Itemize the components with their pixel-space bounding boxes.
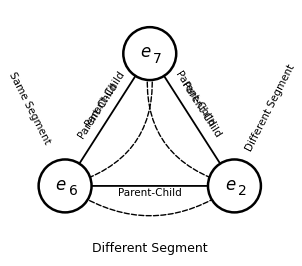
Text: Parent-Child: Parent-Child	[173, 69, 216, 128]
Circle shape	[208, 159, 261, 212]
Text: 7: 7	[153, 52, 162, 66]
Text: Same Segment: Same Segment	[7, 70, 52, 146]
Text: Different Segment: Different Segment	[92, 242, 207, 255]
Text: e: e	[225, 176, 235, 194]
Text: 2: 2	[238, 184, 247, 198]
FancyArrowPatch shape	[147, 67, 220, 182]
Text: Parent-Child: Parent-Child	[77, 81, 120, 140]
Text: Parent-Child: Parent-Child	[83, 69, 126, 128]
Text: Different Segment: Different Segment	[244, 63, 297, 153]
FancyArrowPatch shape	[79, 182, 219, 189]
Circle shape	[39, 159, 92, 212]
FancyArrowPatch shape	[74, 65, 142, 173]
Text: e: e	[140, 43, 151, 61]
Text: Parent-Child: Parent-Child	[118, 188, 182, 198]
FancyArrowPatch shape	[77, 193, 221, 216]
Circle shape	[123, 27, 176, 80]
Text: 6: 6	[69, 184, 78, 198]
FancyArrowPatch shape	[80, 67, 152, 182]
FancyArrowPatch shape	[157, 65, 226, 173]
Text: e: e	[56, 176, 66, 194]
Text: Parent-Child: Parent-Child	[180, 81, 223, 140]
